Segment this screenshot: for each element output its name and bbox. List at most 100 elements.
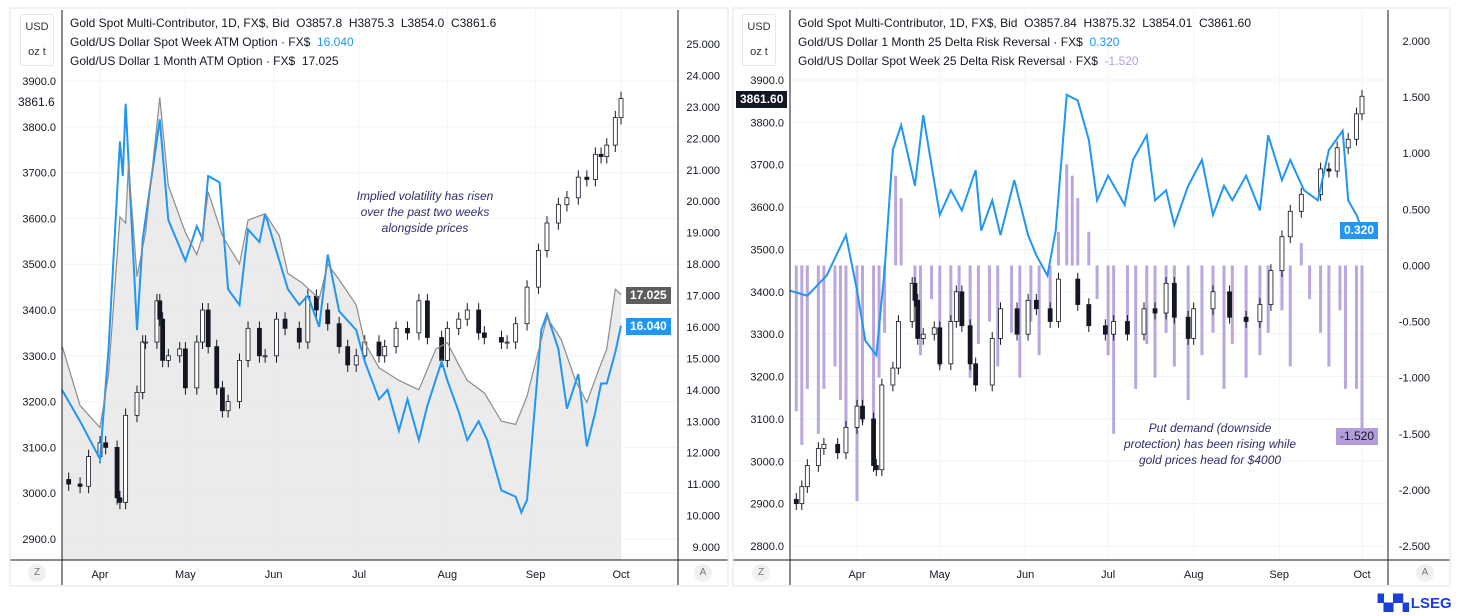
candle-body <box>1326 168 1332 172</box>
legend-label: Gold/US Dollar Spot Week 25 Delta Risk R… <box>798 54 1098 68</box>
series-line-primary <box>62 103 622 516</box>
annotation-line: Put demand (downside <box>1148 421 1272 435</box>
candle-body <box>1033 299 1039 310</box>
risk-reversal-bar <box>1354 265 1358 389</box>
price-tick-label: 2900.0 <box>750 499 784 511</box>
legend-week-atm[interactable]: Gold/US Dollar Spot Week ATM Option · FX… <box>70 33 496 52</box>
price-tick-label: 3600.0 <box>750 202 784 214</box>
risk-reversal-bar <box>1327 265 1331 367</box>
last-value-week-atm: 16.040 <box>626 318 671 335</box>
candle-body <box>895 321 901 369</box>
candle-body <box>920 333 926 339</box>
right-tick-label: 17.000 <box>686 291 720 303</box>
candle-body <box>481 332 487 338</box>
last-value-1m-rr: 0.320 <box>1340 222 1379 239</box>
candle-body <box>205 309 211 348</box>
candle-body <box>225 401 231 412</box>
right-tick-label: 18.000 <box>686 259 720 271</box>
unit-selector-left[interactable]: USD oz t <box>20 14 54 66</box>
lseg-emblem-icon: ▚▞▚ <box>1378 595 1409 612</box>
right-tick-label: -2.000 <box>1399 485 1430 497</box>
price-tick-label: 3000.0 <box>22 488 56 500</box>
legend-1m-risk-reversal[interactable]: Gold/US Dollar 1 Month 25 Delta Risk Rev… <box>798 33 1251 52</box>
candle-body <box>1354 113 1359 140</box>
risk-reversal-bar <box>918 265 922 356</box>
legend-main-series[interactable]: Gold Spot Multi-Contributor, 1D, FX$, Bi… <box>70 14 496 33</box>
right-tick-label: 10.000 <box>686 511 720 523</box>
plot-area <box>62 91 624 560</box>
candle-body <box>1111 321 1117 335</box>
right-tick-label: 13.000 <box>686 416 720 428</box>
x-tick-label: Apr <box>91 569 108 581</box>
currency-unit: USD <box>747 21 771 33</box>
candle-body <box>1171 282 1177 318</box>
candle-body <box>912 282 918 301</box>
risk-reversal-bar <box>976 265 980 344</box>
zoom-button-right[interactable]: Z <box>752 564 770 582</box>
right-tick-label: 9.000 <box>692 542 720 554</box>
candle-body <box>524 286 530 325</box>
candle-body <box>345 346 351 366</box>
candle-body <box>973 363 979 386</box>
auto-scale-button-left[interactable]: A <box>694 564 712 582</box>
right-tick-label: -1.000 <box>1399 373 1430 385</box>
annotation-line: gold prices head for $4000 <box>1138 453 1282 467</box>
annotation-line: protection) has been rising while <box>1123 437 1297 451</box>
risk-reversal-bar <box>1106 265 1110 356</box>
legend-value: 17.025 <box>301 54 339 68</box>
candle-body <box>555 204 561 224</box>
candle-body <box>1257 304 1263 322</box>
candle-body <box>66 479 72 485</box>
candle-body <box>915 299 921 339</box>
candle-body <box>237 359 242 403</box>
x-tick-label: Sep <box>526 569 546 581</box>
legend-week-risk-reversal[interactable]: Gold/US Dollar Spot Week 25 Delta Risk R… <box>798 52 1251 71</box>
candle-body <box>103 442 109 448</box>
price-tick-label: 2900.0 <box>22 534 56 546</box>
right-tick-label: 19.000 <box>686 228 720 240</box>
candle-body <box>937 327 943 365</box>
right-tick-label: 15.000 <box>686 353 720 365</box>
candle-body <box>584 176 590 180</box>
candle-body <box>262 355 268 358</box>
legend-month-atm[interactable]: Gold/US Dollar 1 Month ATM Option · FX$ … <box>70 52 496 71</box>
candle-body <box>909 282 915 322</box>
candle-body <box>612 117 618 146</box>
unit-selector-right[interactable]: USD oz t <box>742 14 776 66</box>
risk-reversal-bar <box>1360 265 1364 437</box>
risk-reversal-bar <box>844 265 848 445</box>
lseg-logo: ▚▞▚ LSEG <box>1378 594 1452 612</box>
right-tick-label: -1.500 <box>1399 429 1430 441</box>
candle-body <box>879 384 885 471</box>
weight-unit: oz t <box>28 46 46 58</box>
candle-body <box>117 497 123 503</box>
legend-main-series[interactable]: Gold Spot Multi-Contributor, 1D, FX$, Bi… <box>798 14 1251 33</box>
candle-body <box>274 318 279 357</box>
candle-body <box>165 355 171 361</box>
risk-reversal-bar <box>1125 265 1129 333</box>
x-tick-label: Aug <box>438 569 458 581</box>
auto-scale-button-right[interactable]: A <box>1416 564 1434 582</box>
risk-reversal-bar <box>805 265 809 389</box>
risk-reversal-bar <box>1338 265 1342 311</box>
brand-name: LSEG <box>1410 595 1452 612</box>
risk-reversal-bar <box>800 265 804 445</box>
risk-reversal-bar <box>1299 243 1303 266</box>
candle-body <box>1243 316 1249 322</box>
right-tick-label: 23.000 <box>686 102 720 114</box>
candle-body <box>220 387 225 412</box>
candle-body <box>1191 308 1197 339</box>
risk-reversal-bar <box>1145 265 1149 344</box>
candle-body <box>998 308 1003 339</box>
risk-reversal-bar <box>883 265 887 333</box>
price-tick-label: 3100.0 <box>22 442 56 454</box>
risk-reversal-bar <box>1070 175 1074 266</box>
price-tick-label: 3900.0 <box>750 75 784 87</box>
candle-body <box>504 341 510 344</box>
price-tick-label: 3700.0 <box>750 160 784 172</box>
annotation-right: Put demand (downside protection) has bee… <box>1100 420 1320 468</box>
zoom-button-left[interactable]: Z <box>28 564 46 582</box>
candle-body <box>1163 282 1169 314</box>
candle-body <box>1125 321 1130 335</box>
candle-body <box>177 348 183 357</box>
